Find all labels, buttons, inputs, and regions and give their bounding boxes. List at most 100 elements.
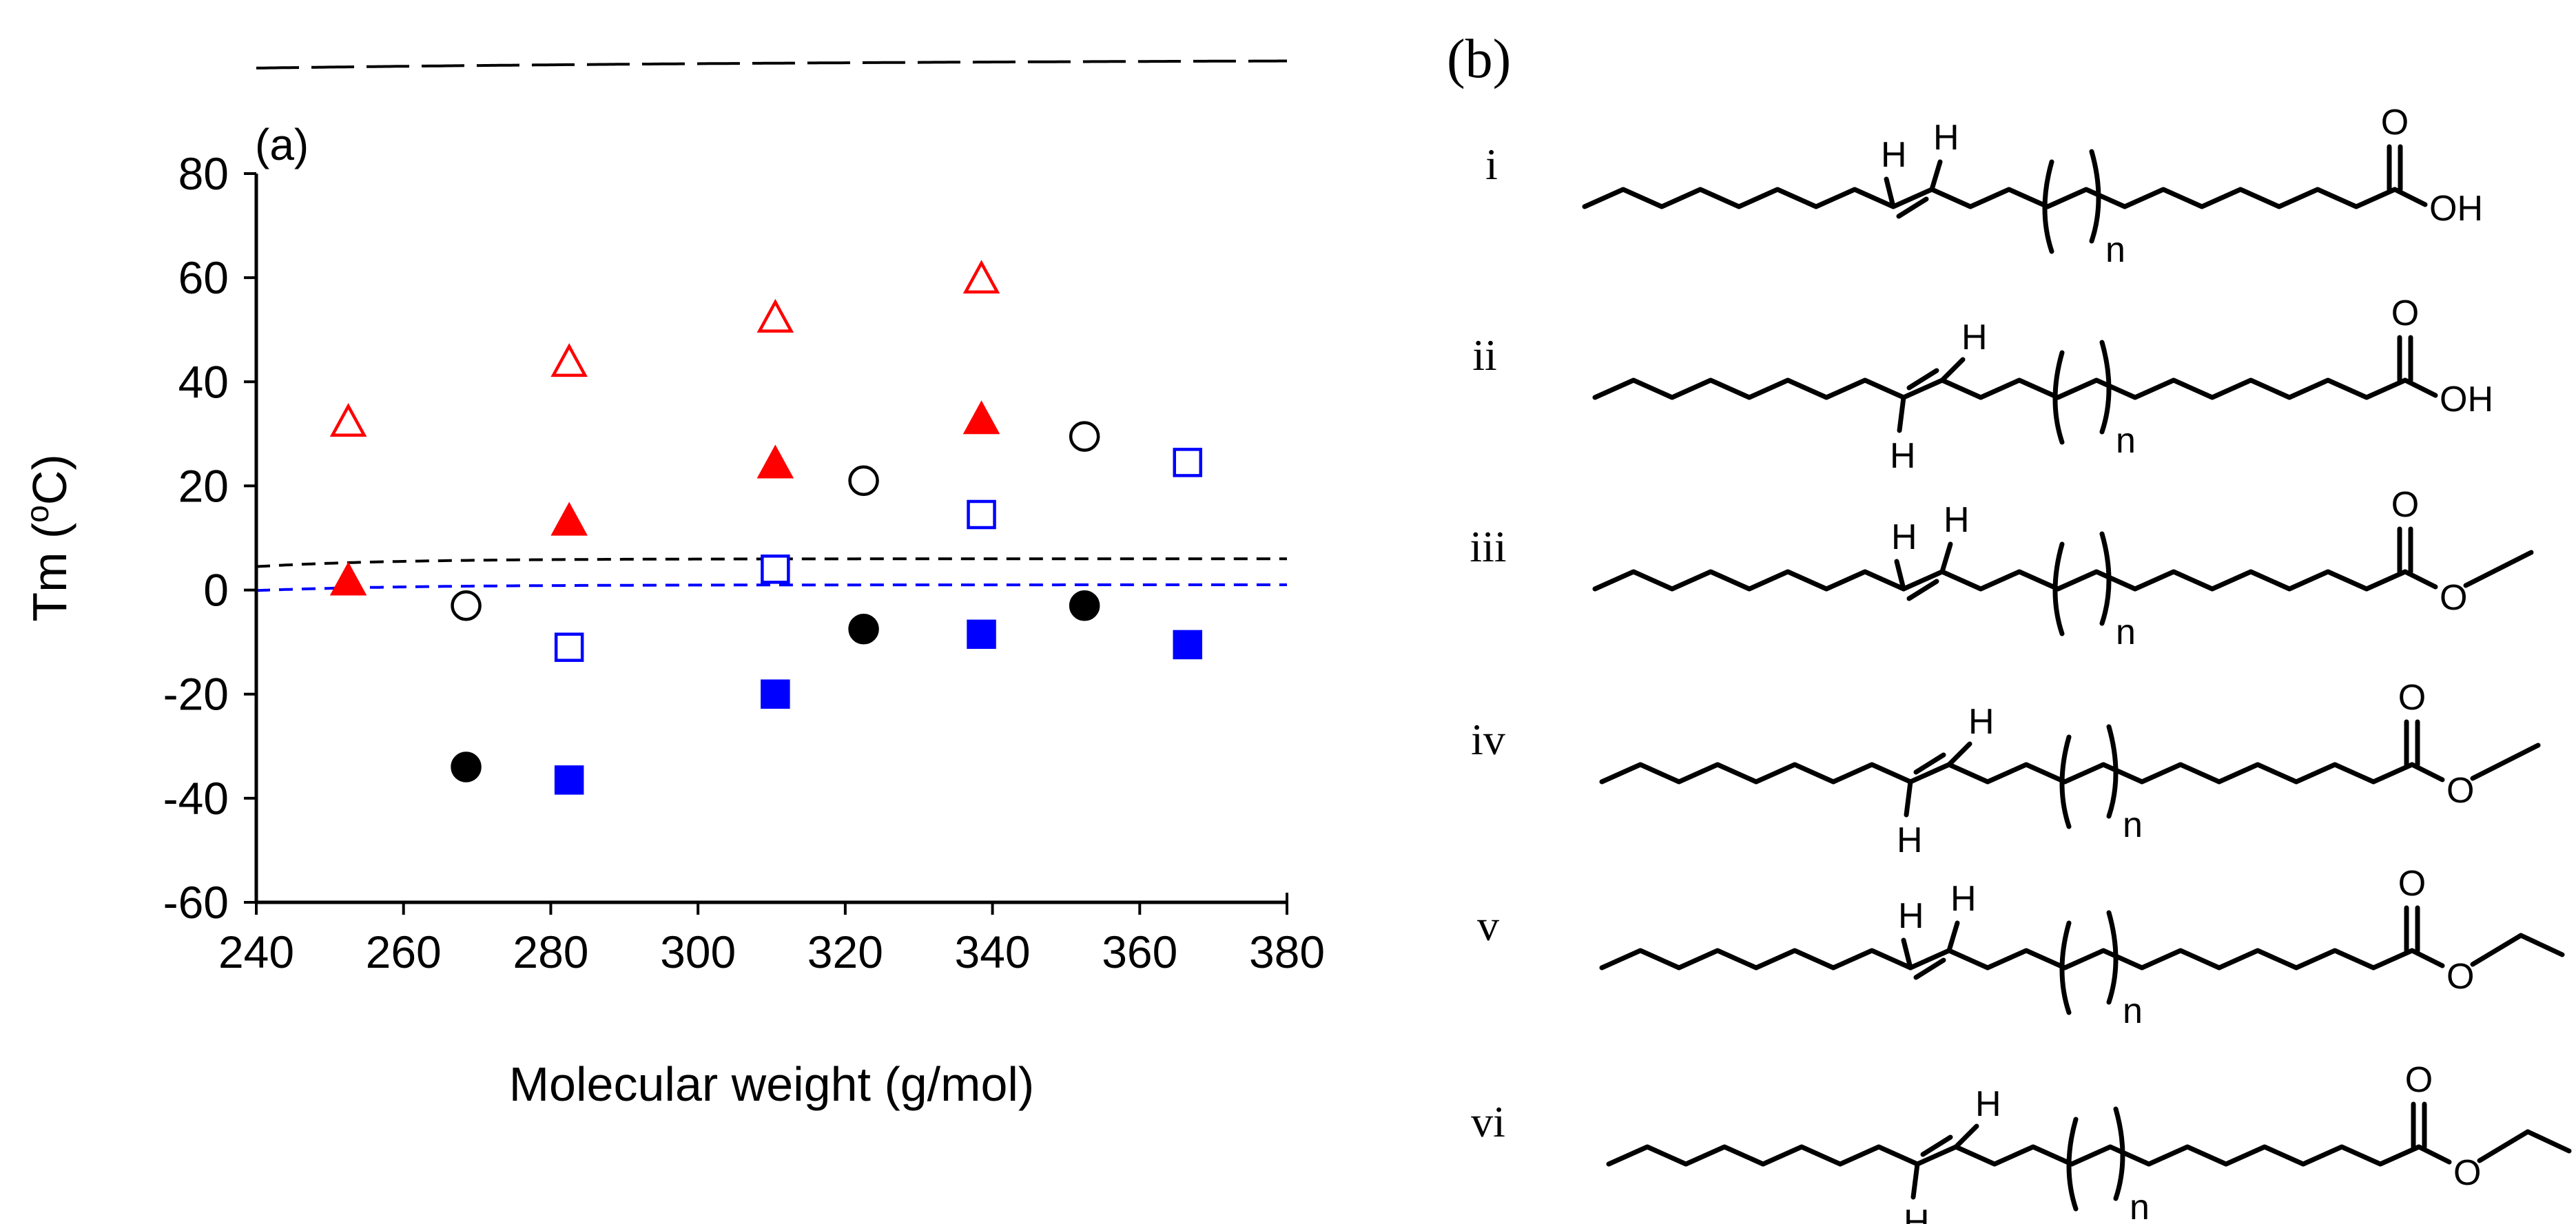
h-atom: H	[1890, 436, 1916, 476]
c-o-bond	[2402, 377, 2438, 398]
ester-o-atom: O	[2453, 1153, 2481, 1193]
y-axis-label-main: Tm (	[23, 523, 76, 622]
repeat-bracket-right	[2099, 340, 2112, 435]
marker-s5-p4	[1173, 448, 1202, 477]
marker-s2-p2	[550, 501, 588, 536]
repeat-bracket-right	[2099, 531, 2112, 626]
compound-iv: iv H H n O O	[1471, 678, 2541, 860]
repeat-bracket-right	[2106, 724, 2119, 819]
repeat-bracket-left	[2059, 920, 2072, 1015]
c-h-bond	[1929, 159, 1943, 192]
c-o-bond	[2402, 569, 2438, 590]
compound-v: v H Hn O O	[1477, 864, 2565, 1031]
carbon-chain	[1592, 377, 2408, 400]
h-atom: H	[1933, 118, 1959, 158]
marker-s3-p2	[848, 465, 879, 497]
marker-s4-p1	[451, 751, 482, 782]
o-atom: O	[2405, 1060, 2433, 1100]
x-axis-label: Molecular weight (g/mol)	[509, 1057, 1034, 1111]
repeat-bracket-left	[2042, 159, 2054, 254]
carbon-chain	[1599, 948, 2415, 971]
h-atom: H	[1904, 1203, 1930, 1224]
o-atom: O	[2391, 485, 2419, 525]
c-h-bond	[1939, 357, 1966, 383]
h-atom: H	[1975, 1084, 2001, 1124]
compound-label-vi: vi	[1471, 1097, 1505, 1146]
repeat-subscript-n: n	[2116, 421, 2136, 461]
repeat-bracket-right	[2106, 910, 2119, 1005]
marker-s1-p4	[962, 260, 1000, 294]
x-tick-label-300: 300	[660, 926, 736, 977]
h-atom: H	[1961, 318, 1988, 357]
c-o-bond	[2409, 948, 2445, 968]
c-h-bond	[1946, 741, 1972, 767]
methyl-bond	[2470, 743, 2541, 781]
oh-group: OH	[2429, 189, 2483, 229]
c-h-bond	[1946, 920, 1960, 953]
y-tick-label--40: -40	[163, 773, 229, 824]
marker-s6-p2	[761, 679, 790, 709]
fit-curve-4	[256, 557, 1287, 568]
o-atom: O	[2391, 293, 2419, 333]
ester-o-atom: O	[2446, 771, 2474, 811]
fit-curve-6	[256, 583, 1287, 592]
marker-s2-p1	[329, 561, 367, 596]
c-o-bond	[2392, 187, 2428, 207]
c-h-bond	[1894, 559, 1906, 592]
compound-i: i H Hn O OH	[1485, 103, 2483, 270]
x-tick-label-320: 320	[807, 926, 883, 977]
compound-label-i: i	[1485, 140, 1498, 189]
compound-label-iv: iv	[1471, 715, 1505, 764]
repeat-bracket-left	[2066, 1117, 2079, 1212]
c-h-bond	[1884, 176, 1896, 209]
o-atom: O	[2381, 103, 2409, 143]
marker-s6-p4	[1173, 630, 1202, 660]
repeat-bracket-right	[2113, 1106, 2125, 1201]
x-tick-label-280: 280	[513, 926, 588, 977]
c-h-bond	[1897, 395, 1906, 433]
compound-vi: vi H H n O O	[1471, 1060, 2572, 1224]
ethyl-bond	[2525, 1129, 2572, 1154]
repeat-subscript-n: n	[2123, 805, 2143, 845]
y-axis-label: Tm (oC)	[19, 454, 76, 621]
compound-label-iii: iii	[1470, 522, 1506, 571]
x-ticks: 240 260 280 300 320 340 360 380	[218, 902, 1325, 977]
marker-s6-p1	[554, 765, 584, 795]
y-tick-label-60: 60	[178, 252, 229, 303]
oh-group: OH	[2440, 380, 2493, 419]
repeat-bracket-left	[2052, 541, 2065, 636]
marker-s3-p1	[451, 590, 482, 621]
h-atom: H	[1944, 500, 1970, 540]
h-atom: H	[1950, 879, 1977, 919]
marker-s5-p2	[761, 554, 790, 584]
marker-s5-p1	[554, 632, 584, 662]
y-ticks: -60 -40 -20 0 20 40 60 80	[163, 148, 256, 928]
h-atom: H	[1897, 820, 1923, 860]
panel-label-a: (a)	[255, 120, 309, 169]
o-atom: O	[2398, 864, 2426, 904]
double-bond	[1913, 752, 1946, 775]
x-tick-label-260: 260	[366, 926, 442, 977]
marker-s1-p1	[329, 403, 367, 437]
double-bond	[1913, 957, 1946, 980]
fit-curve-3	[256, 59, 1287, 70]
compound-ii: ii H H n O OH	[1472, 293, 2493, 476]
y-tick-label-40: 40	[178, 356, 229, 407]
repeat-bracket-left	[2059, 734, 2072, 829]
carbon-chain	[1606, 1144, 2422, 1167]
compound-iii: iii H Hn O O	[1470, 485, 2534, 652]
h-atom: H	[1968, 702, 1995, 742]
repeat-subscript-n: n	[2130, 1187, 2150, 1224]
repeat-bracket-right	[2089, 149, 2101, 244]
compound-label-ii: ii	[1472, 331, 1497, 380]
carbon-chain	[1582, 187, 2398, 209]
chart-panel-a: (a) 240 260 280 300 320 340 360 380 -60 -40 -20 0 2…	[19, 59, 1325, 1111]
fit-curves	[256, 59, 1287, 592]
marker-s4-p3	[1069, 590, 1100, 621]
ester-o-atom: O	[2446, 957, 2474, 997]
marker-s4-p2	[848, 614, 879, 645]
